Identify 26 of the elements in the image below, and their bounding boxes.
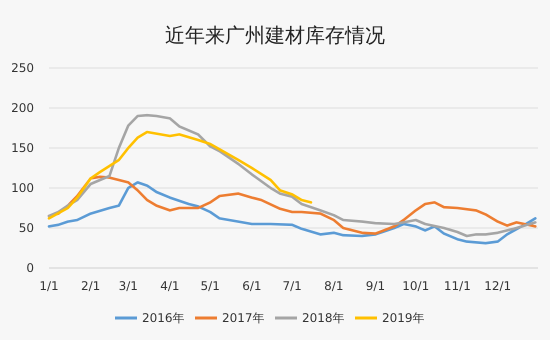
y-tick-label: 0: [26, 261, 34, 275]
y-tick-label: 100: [11, 181, 34, 195]
x-tick-label: 5/1: [200, 279, 220, 293]
x-tick-label: 3/1: [118, 279, 138, 293]
y-tick-label: 250: [11, 61, 34, 75]
x-tick-label: 4/1: [160, 279, 180, 293]
line-series: [48, 114, 537, 238]
y-tick-label: 150: [11, 141, 34, 155]
x-tick-label: 10/1: [402, 279, 430, 293]
line-series: [48, 130, 312, 220]
legend-label: 2017年: [222, 311, 265, 325]
legend-label: 2016年: [142, 311, 185, 325]
x-tick-label: 6/1: [242, 279, 262, 293]
x-tick-label: 2/1: [80, 279, 100, 293]
y-tick-label: 200: [11, 101, 34, 115]
chart-title: 近年来广州建材库存情况: [165, 23, 385, 47]
x-tick-label: 7/1: [282, 279, 302, 293]
x-tick-label: 8/1: [324, 279, 344, 293]
x-tick-label: 1/1: [39, 279, 59, 293]
x-tick-label: 12/1: [484, 279, 512, 293]
line-series: [48, 181, 537, 244]
x-tick-label: 9/1: [366, 279, 386, 293]
x-tick-label: 11/1: [444, 279, 471, 293]
legend-label: 2019年: [382, 311, 425, 325]
y-tick-label: 50: [18, 221, 34, 235]
legend-label: 2018年: [302, 311, 345, 325]
